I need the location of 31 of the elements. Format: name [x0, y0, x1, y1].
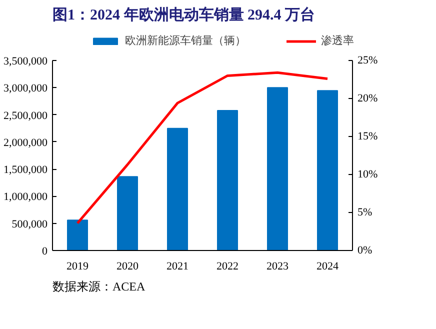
y2-tick-label: 20% — [358, 92, 378, 104]
bar — [317, 90, 338, 250]
y-tick-label: 1,000,000 — [4, 191, 48, 204]
y2-tick-label: 0% — [358, 244, 372, 256]
y-tick-label: 500,000 — [12, 218, 48, 230]
line-series — [76, 71, 329, 224]
x-tick-label: 2023 — [266, 260, 289, 272]
bar — [167, 128, 188, 250]
y-tick-label: 3,500,000 — [4, 56, 48, 68]
y-tick-label: 2,000,000 — [4, 136, 48, 149]
source-note: 数据来源：ACEA — [52, 280, 146, 294]
y2-tick-label: 10% — [358, 168, 378, 180]
bar — [217, 110, 238, 250]
bar — [67, 220, 88, 250]
y-tick-label: 1,500,000 — [4, 164, 48, 176]
legend-label: 渗透率 — [321, 34, 354, 48]
legend-label: 欧洲新能源车销量（辆） — [125, 34, 246, 48]
bar — [267, 87, 288, 250]
bar — [117, 176, 138, 250]
y2-tick-label: 5% — [358, 206, 372, 218]
x-tick-label: 2021 — [166, 260, 188, 272]
x-tick-label: 2022 — [216, 260, 238, 272]
y2-tick-label: 25% — [358, 54, 378, 66]
y-tick-label: 2,500,000 — [4, 110, 48, 122]
x-tick-label: 2024 — [316, 260, 339, 272]
y-tick-label: 3,000,000 — [4, 82, 48, 95]
y2-tick-label: 15% — [358, 130, 378, 142]
x-tick-label: 2020 — [116, 260, 139, 272]
x-tick-label: 2019 — [66, 260, 89, 272]
chart-title: 图1：2024 年欧洲电动车销量 294.4 万台 — [52, 6, 315, 24]
y-tick-label: 0 — [42, 246, 48, 258]
